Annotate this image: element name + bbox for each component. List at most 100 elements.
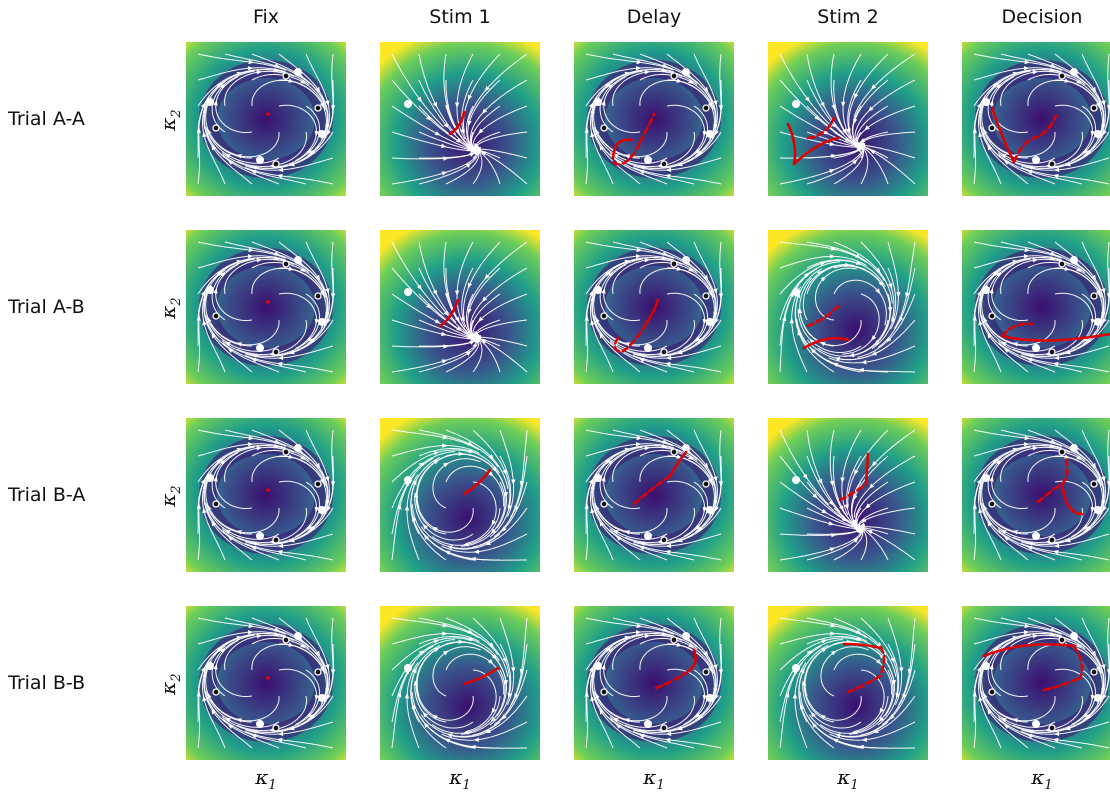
phase-panel-ba-fix	[186, 418, 346, 572]
phase-portrait	[768, 42, 928, 196]
phase-panel-ab-delay	[574, 230, 734, 384]
fixed-points	[792, 100, 800, 108]
field-lines	[196, 53, 336, 185]
phase-panel-bb-fix	[186, 606, 346, 760]
trajectory-solid	[786, 122, 797, 166]
fixed-points	[982, 632, 1102, 732]
phase-panel-ba-delay	[574, 418, 734, 572]
field-lines	[779, 617, 916, 750]
fixed-points	[792, 288, 800, 296]
trajectory-dashed	[611, 140, 642, 166]
column-title-stim2: Stim 2	[817, 6, 879, 28]
phase-panel-aa-fix	[186, 42, 346, 196]
fixed-points	[404, 288, 412, 296]
phase-panel-aa-stim2	[768, 42, 928, 196]
phase-panel-ba-decision	[962, 418, 1110, 572]
trajectory-dashed	[638, 112, 656, 144]
fixed-points	[792, 476, 800, 484]
phase-portrait	[768, 230, 928, 384]
phase-panel-ba-stim1	[380, 418, 540, 572]
column-title-delay: Delay	[626, 6, 682, 28]
y-axis-label-row4: κ2	[156, 673, 184, 695]
phase-panel-ab-fix	[186, 230, 346, 384]
fixed-points	[206, 632, 326, 732]
x-axis-label-col2: κ1	[449, 765, 471, 793]
fixed-points	[982, 444, 1102, 544]
trajectory-solid	[990, 106, 1016, 164]
energy-landscape	[380, 42, 540, 196]
trajectory-dashed	[1000, 322, 1034, 338]
trajectory-solid	[462, 666, 500, 686]
phase-panel-aa-decision	[962, 42, 1110, 196]
field-lines	[391, 53, 528, 185]
trajectory-solid	[612, 138, 634, 154]
fixed-points	[792, 664, 800, 672]
field-lines	[584, 429, 724, 561]
fixed-points	[206, 68, 326, 168]
x-axis-label-col1: κ1	[255, 765, 277, 793]
trajectory-solid	[668, 450, 688, 478]
trajectory-dashed	[613, 322, 648, 354]
field-lines	[584, 617, 724, 749]
field-lines	[584, 241, 724, 373]
field-lines	[972, 241, 1110, 373]
trajectory-dashed	[806, 302, 842, 328]
column-title-fix: Fix	[252, 6, 280, 28]
y-axis-label-row2: κ2	[156, 297, 184, 319]
phase-portrait	[186, 230, 346, 384]
phase-portrait	[380, 230, 540, 384]
trajectory-dashed	[1060, 456, 1069, 486]
x-axis-label-col4: κ1	[837, 765, 859, 793]
trajectory-solid	[802, 336, 850, 350]
trajectory-solid	[1060, 482, 1084, 516]
fixed-points	[594, 68, 714, 168]
phase-portrait	[574, 606, 734, 760]
x-axis-label-col3: κ1	[643, 765, 665, 793]
phase-panel-bb-stim1	[380, 606, 540, 760]
trajectory-solid	[644, 298, 660, 326]
trajectory-solid	[462, 468, 492, 496]
fixed-points	[594, 256, 714, 356]
trajectory-dashed	[806, 116, 836, 140]
fixed-points	[594, 444, 714, 544]
phase-portrait	[962, 230, 1110, 384]
phase-portrait	[962, 42, 1110, 196]
initial-state	[266, 300, 270, 304]
phase-portrait	[186, 42, 346, 196]
row-title-aa: Trial A-A	[8, 108, 85, 130]
fixed-points	[982, 68, 1102, 168]
field-lines	[391, 241, 528, 373]
trajectory-solid	[864, 452, 870, 486]
trajectory-solid	[438, 298, 460, 328]
phase-portrait	[380, 42, 540, 196]
phase-panel-aa-delay	[574, 42, 734, 196]
field-lines	[779, 429, 916, 561]
field-lines	[391, 429, 528, 562]
phase-panel-ab-stim1	[380, 230, 540, 384]
fixed-points	[404, 476, 412, 484]
row-title-ab: Trial A-B	[8, 296, 85, 318]
phase-portrait	[962, 606, 1110, 760]
phase-panel-bb-decision	[962, 606, 1110, 760]
field-lines	[779, 241, 916, 373]
field-lines	[584, 53, 724, 185]
field-lines	[972, 429, 1110, 561]
trajectory-solid	[1000, 332, 1110, 342]
phase-portrait	[574, 418, 734, 572]
phase-panel-ab-decision	[962, 230, 1110, 384]
phase-portrait	[574, 230, 734, 384]
energy-landscape	[768, 230, 928, 384]
trajectory-solid	[842, 642, 882, 650]
initial-state	[266, 676, 270, 680]
phase-portrait	[768, 418, 928, 572]
energy-landscape	[380, 230, 540, 384]
phase-portrait	[768, 606, 928, 760]
row-title-ba: Trial B-A	[8, 484, 86, 506]
phase-portrait	[574, 42, 734, 196]
row-title-bb: Trial B-B	[8, 672, 86, 694]
fixed-points	[982, 256, 1102, 356]
y-axis-label-row3: κ2	[156, 485, 184, 507]
phase-portrait	[186, 418, 346, 572]
trajectory-solid	[792, 136, 840, 166]
trajectory-dashed	[1072, 644, 1084, 680]
